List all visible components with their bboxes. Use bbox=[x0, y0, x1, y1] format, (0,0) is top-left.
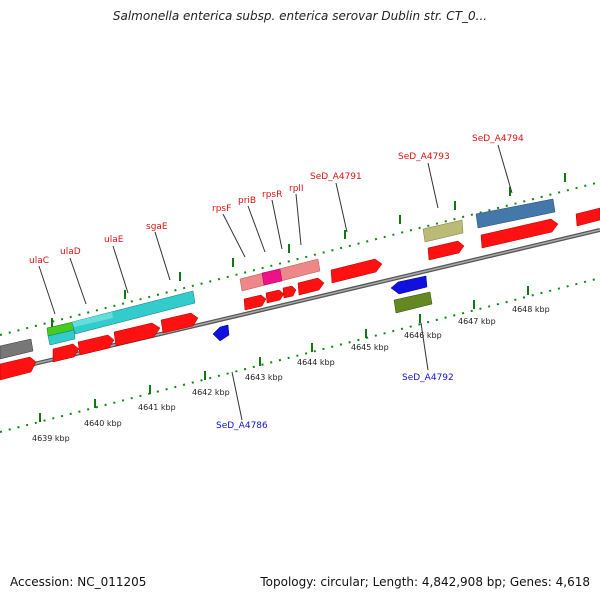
gene-label: SeD_A4793 bbox=[398, 152, 450, 162]
gene-arrow bbox=[282, 285, 297, 299]
upper-ruler-ticks bbox=[51, 173, 566, 327]
scale-label: 4639 kbp bbox=[32, 434, 70, 443]
forward-strand-genes bbox=[0, 207, 600, 381]
feature-blocks bbox=[0, 198, 556, 360]
gene-arrow bbox=[113, 322, 161, 347]
gene-arrow bbox=[52, 343, 80, 363]
scale-label: 4647 kbp bbox=[458, 317, 496, 326]
gene-arrow bbox=[480, 218, 559, 249]
scale-label: 4648 kbp bbox=[512, 305, 550, 314]
steel-blue-block bbox=[475, 198, 556, 229]
gene-arrow-reverse bbox=[390, 275, 428, 295]
gene-arrow bbox=[77, 334, 115, 356]
map-title: Salmonella enterica subsp. enterica sero… bbox=[112, 9, 488, 23]
gene-label: ulaD bbox=[60, 247, 81, 257]
cyan-block bbox=[71, 290, 196, 335]
gene-label: ulaC bbox=[29, 256, 49, 266]
scale-label: 4640 kbp bbox=[84, 419, 122, 428]
olive-green-block bbox=[393, 291, 433, 314]
gene-arrow bbox=[330, 258, 383, 284]
gene-arrow bbox=[427, 240, 465, 261]
accession-text: Accession: NC_011205 bbox=[10, 575, 147, 589]
gene-arrow-reverse bbox=[212, 324, 230, 342]
cyan-highlight bbox=[72, 312, 113, 327]
gene-label: priB bbox=[238, 196, 256, 206]
gene-label: sgaE bbox=[146, 222, 168, 232]
scale-label: 4643 kbp bbox=[245, 373, 283, 382]
scale-label: 4645 kbp bbox=[351, 343, 389, 352]
gene-label-reverse: SeD_A4786 bbox=[216, 421, 268, 431]
gene-label-reverse: SeD_A4792 bbox=[402, 373, 454, 383]
olive-block bbox=[422, 219, 464, 243]
gene-label: SeD_A4791 bbox=[310, 172, 362, 182]
scale-label: 4641 kbp bbox=[138, 403, 176, 412]
lower-ruler-ticks bbox=[39, 286, 529, 422]
reverse-strand-genes bbox=[212, 275, 433, 342]
scale-label: 4642 kbp bbox=[192, 388, 230, 397]
gray-block bbox=[0, 338, 34, 360]
genome-summary-text: Topology: circular; Length: 4,842,908 bp… bbox=[260, 575, 590, 589]
gene-label: rplI bbox=[289, 184, 304, 194]
gene-arrow bbox=[0, 356, 37, 381]
upper-ruler bbox=[0, 181, 600, 336]
gene-arrow bbox=[160, 312, 199, 334]
cyan-block bbox=[47, 329, 76, 346]
label-leaders bbox=[38, 144, 513, 421]
gene-label: ulaE bbox=[104, 235, 124, 245]
gene-label: rpsF bbox=[212, 204, 231, 214]
gene-arrow bbox=[243, 294, 267, 311]
gene-arrow bbox=[297, 277, 325, 296]
magenta-block bbox=[261, 268, 283, 286]
gene-arrow bbox=[265, 289, 285, 304]
gene-label: SeD_A4794 bbox=[472, 134, 524, 144]
gene-label: rpsR bbox=[262, 190, 282, 200]
gene-arrow bbox=[575, 207, 600, 227]
scale-label: 4644 kbp bbox=[297, 358, 335, 367]
